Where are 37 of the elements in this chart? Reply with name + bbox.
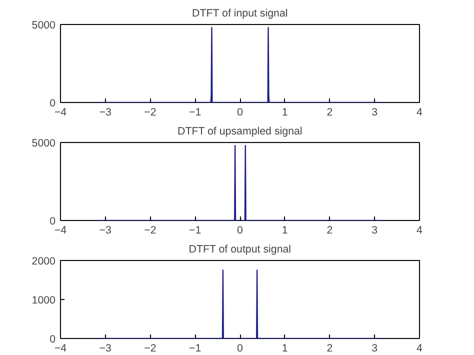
x-tick-label: 4 <box>416 342 423 354</box>
x-tick-label: −4 <box>54 224 67 236</box>
x-tick-label: −4 <box>54 106 67 118</box>
x-tick-label: 0 <box>237 224 244 236</box>
y-tick-label: 5000 <box>32 20 56 32</box>
x-tick-label: −1 <box>189 224 202 236</box>
y-tick-label: 0 <box>50 216 56 228</box>
x-tick-label: 0 <box>237 342 244 354</box>
x-tick-label: −2 <box>144 106 156 118</box>
chart-title: DTFT of upsampled signal <box>178 126 302 138</box>
y-tick-label: 5000 <box>32 138 56 150</box>
x-tick-label: 2 <box>326 106 333 118</box>
x-tick-label: 3 <box>372 224 378 236</box>
y-tick-label: 1000 <box>32 294 56 306</box>
y-tick-label: 2000 <box>32 256 56 268</box>
x-tick-label: −4 <box>54 342 67 354</box>
x-tick-label: −3 <box>99 342 112 354</box>
x-tick-label: −2 <box>144 224 156 236</box>
x-tick-label: 2 <box>326 342 333 354</box>
x-tick-label: −1 <box>189 106 202 118</box>
x-tick-label: 4 <box>416 224 423 236</box>
x-tick-label: 2 <box>326 224 333 236</box>
x-tick-label: −1 <box>189 342 202 354</box>
x-tick-label: 1 <box>282 342 288 354</box>
x-tick-label: 0 <box>237 106 244 118</box>
y-tick-label: 0 <box>50 98 56 110</box>
x-tick-label: −2 <box>144 342 156 354</box>
x-tick-label: −3 <box>99 224 112 236</box>
chart-title: DTFT of input signal <box>192 8 288 20</box>
chart-title: DTFT of output signal <box>188 244 292 256</box>
x-tick-label: 4 <box>416 106 423 118</box>
x-tick-label: 3 <box>372 342 378 354</box>
x-tick-label: 1 <box>282 106 288 118</box>
x-tick-label: 3 <box>372 106 378 118</box>
x-tick-label: −3 <box>99 106 112 118</box>
y-tick-label: 0 <box>50 334 56 346</box>
x-tick-label: 1 <box>282 224 288 236</box>
